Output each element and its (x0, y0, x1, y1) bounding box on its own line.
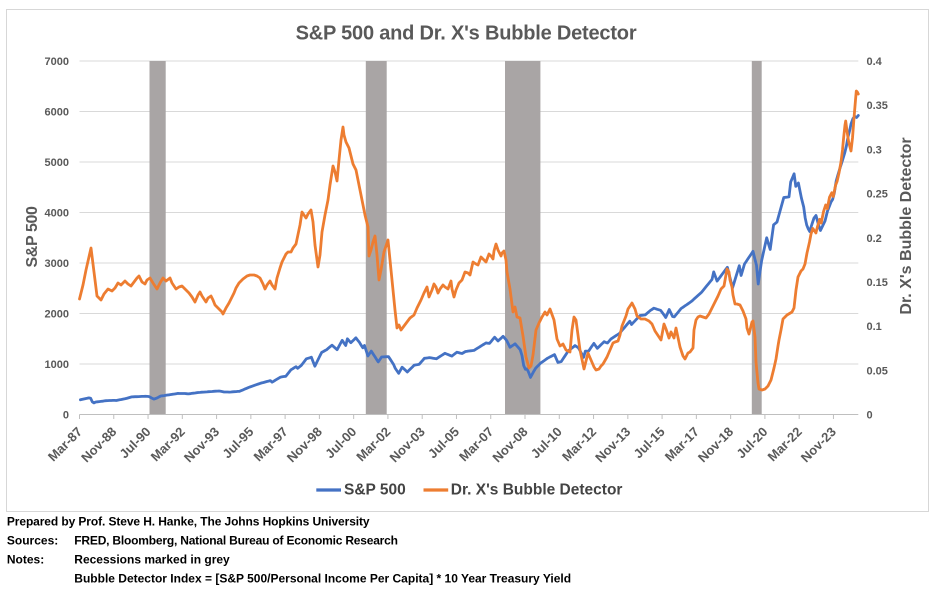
svg-text:0.35: 0.35 (867, 100, 888, 112)
svg-text:Recessions marked in grey: Recessions marked in grey (74, 553, 230, 567)
svg-text:0.1: 0.1 (867, 321, 882, 333)
svg-text:Notes:: Notes: (7, 553, 44, 567)
svg-text:S&P 500 and Dr. X's Bubble Det: S&P 500 and Dr. X's Bubble Detector (296, 23, 637, 45)
svg-text:0: 0 (63, 410, 69, 422)
svg-text:Sources:: Sources: (7, 534, 58, 548)
svg-text:0.4: 0.4 (867, 56, 883, 68)
svg-text:Prepared by Prof. Steve H. Han: Prepared by Prof. Steve H. Hanke, The Jo… (7, 515, 370, 529)
svg-text:2000: 2000 (45, 309, 69, 321)
svg-text:Dr. X's Bubble Detector: Dr. X's Bubble Detector (451, 482, 623, 499)
svg-text:0.3: 0.3 (867, 144, 882, 156)
svg-text:S&P 500: S&P 500 (24, 206, 41, 267)
svg-text:4000: 4000 (45, 208, 69, 220)
svg-text:Bubble Detector Index = [S&P 5: Bubble Detector Index = [S&P 500/Persona… (74, 572, 571, 586)
svg-text:0.25: 0.25 (867, 189, 888, 201)
svg-text:1000: 1000 (45, 359, 69, 371)
svg-text:3000: 3000 (45, 258, 69, 270)
svg-text:0.15: 0.15 (867, 277, 888, 289)
svg-text:0: 0 (867, 410, 873, 422)
svg-text:Dr. X's Bubble Detector: Dr. X's Bubble Detector (898, 137, 915, 314)
svg-text:S&P 500: S&P 500 (344, 482, 406, 499)
svg-text:6000: 6000 (45, 107, 69, 119)
svg-text:0.2: 0.2 (867, 233, 882, 245)
svg-text:0.05: 0.05 (867, 365, 888, 377)
svg-text:FRED, Bloomberg, National Bure: FRED, Bloomberg, National Bureau of Econ… (74, 534, 397, 548)
svg-text:5000: 5000 (45, 157, 69, 169)
svg-text:7000: 7000 (45, 56, 69, 68)
